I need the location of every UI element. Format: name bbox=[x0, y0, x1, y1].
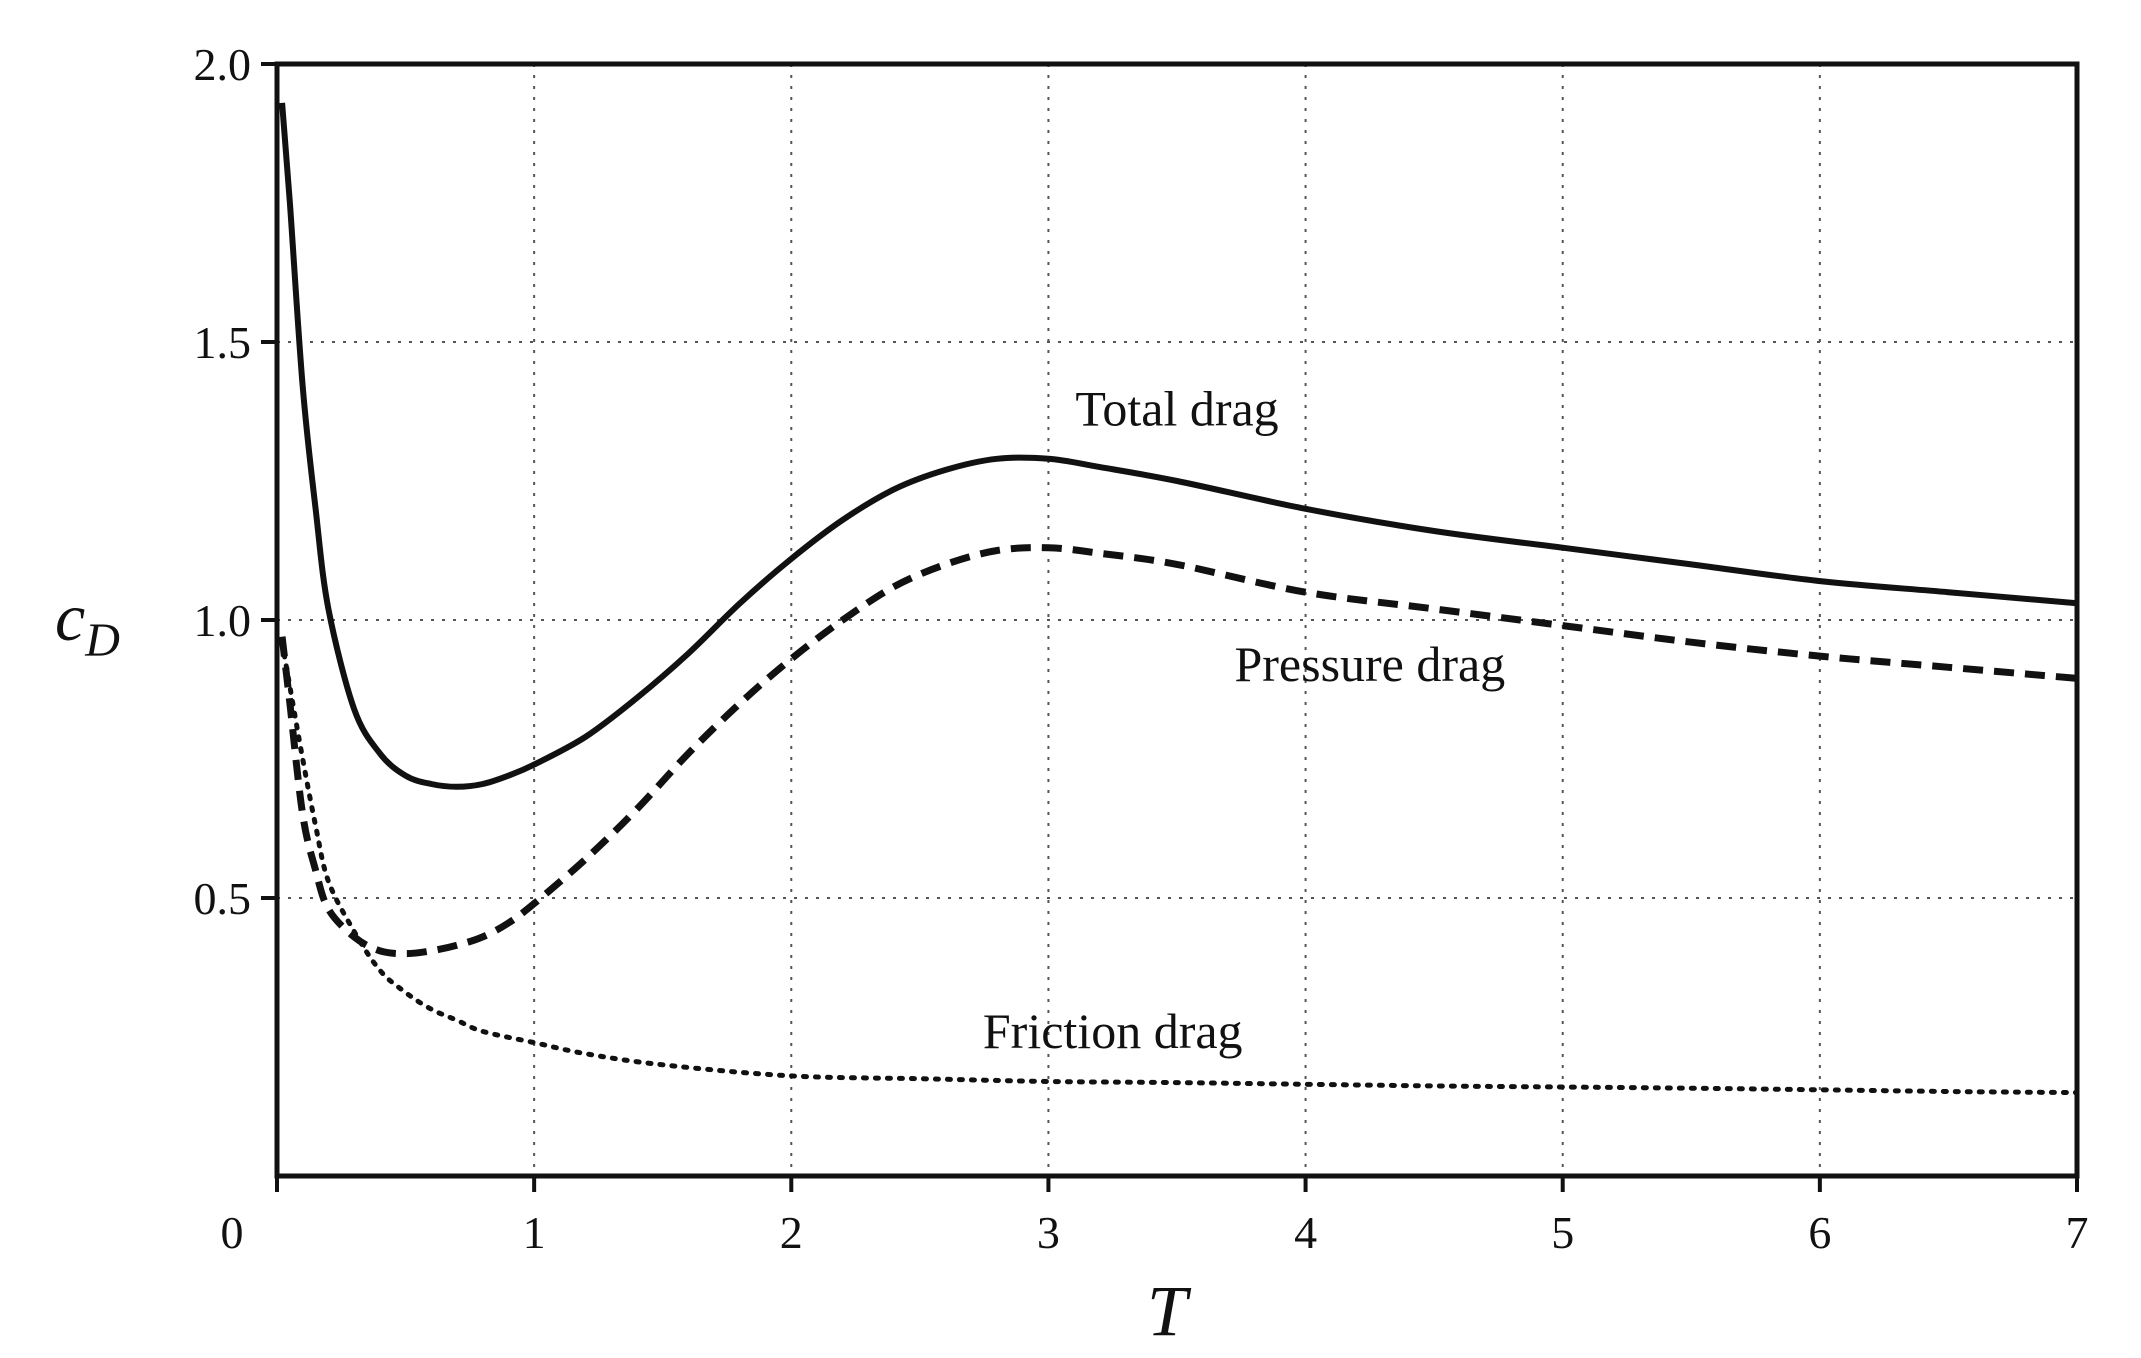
x-axis-label: T bbox=[1147, 1271, 1192, 1351]
x-tick-label: 6 bbox=[1808, 1207, 1831, 1258]
x-tick-label: 0 bbox=[221, 1207, 244, 1258]
x-tick-label: 5 bbox=[1551, 1207, 1574, 1258]
y-axis-label: cD bbox=[55, 579, 120, 667]
x-tick-label: 7 bbox=[2066, 1207, 2089, 1258]
tick-marks bbox=[261, 62, 2079, 1192]
y-tick-label: 2.0 bbox=[194, 39, 252, 90]
x-tick-label: 1 bbox=[523, 1207, 546, 1258]
tick-labels: 0 1 2 3 4 5 6 7 0.5 1.0 1.5 2.0 bbox=[194, 39, 2089, 1258]
annotation-total-drag: Total drag bbox=[1075, 380, 1278, 436]
y-tick-label: 1.0 bbox=[194, 595, 252, 646]
x-tick-label: 3 bbox=[1037, 1207, 1060, 1258]
series-line-total-drag bbox=[279, 102, 2078, 790]
x-tick-label: 4 bbox=[1294, 1207, 1317, 1258]
curve-annotations: Total drag Pressure drag Friction drag bbox=[983, 380, 1505, 1059]
grid-lines bbox=[277, 64, 2077, 1176]
y-tick-label: 0.5 bbox=[194, 873, 252, 924]
y-tick-label: 1.5 bbox=[194, 317, 252, 368]
annotation-pressure-drag: Pressure drag bbox=[1234, 636, 1505, 692]
annotation-friction-drag: Friction drag bbox=[983, 1003, 1243, 1059]
y-axis-label-subscript: D bbox=[84, 614, 120, 667]
series-group bbox=[278, 102, 2080, 1096]
series-line-friction-drag bbox=[279, 639, 2080, 1096]
y-axis-label-main: c bbox=[55, 579, 85, 655]
x-tick-label: 2 bbox=[780, 1207, 803, 1258]
